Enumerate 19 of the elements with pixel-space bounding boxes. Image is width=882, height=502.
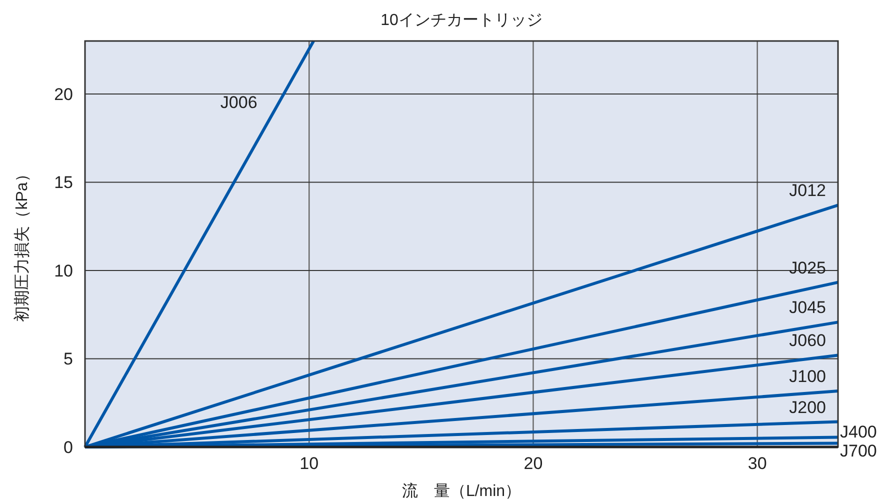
- series-label: J045: [789, 298, 826, 318]
- x-tick-label: 30: [748, 454, 767, 473]
- chart-title: 10インチカートリッジ: [380, 12, 542, 29]
- y-tick-label: 20: [54, 84, 73, 104]
- y-tick-label: 5: [64, 350, 73, 369]
- series-label: J006: [220, 92, 258, 112]
- y-axis-title: 初期圧力損失（kPa）: [13, 166, 31, 322]
- series-label: J060: [789, 331, 826, 350]
- x-tick-label: 10: [300, 454, 319, 473]
- x-tick-label: 20: [524, 454, 543, 473]
- series-label: J100: [789, 367, 826, 386]
- x-axis-title: 流 量（L/min）: [402, 482, 522, 500]
- series-label: J200: [789, 398, 826, 417]
- series-label: J700: [840, 441, 877, 460]
- y-tick-label: 10: [54, 261, 73, 280]
- y-tick-label: 15: [54, 173, 73, 192]
- series-label: J012: [789, 181, 826, 200]
- series-label: J400: [840, 422, 877, 442]
- y-tick-label: 0: [64, 438, 73, 457]
